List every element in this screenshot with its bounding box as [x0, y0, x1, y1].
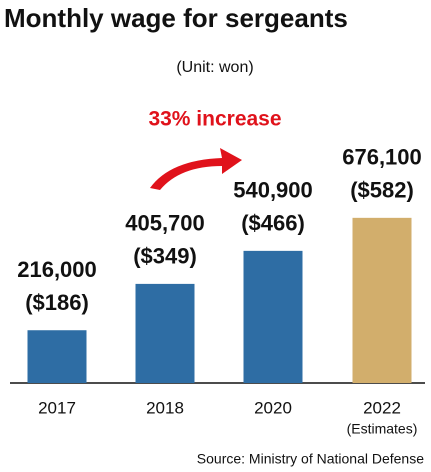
x-tick-label: 2018: [146, 398, 184, 417]
usd-label: ($186): [25, 290, 89, 315]
bar: [27, 330, 87, 383]
annotation: 33% increase: [148, 108, 281, 131]
value-label: 405,700: [125, 211, 205, 236]
x-tick-label: 2020: [254, 398, 292, 417]
x-tick-label: 2017: [38, 398, 76, 417]
usd-label: ($349): [133, 244, 197, 269]
value-label: 540,900: [233, 178, 313, 203]
usd-label: ($582): [350, 178, 414, 203]
usd-label: ($466): [241, 211, 305, 236]
value-label: 676,100: [342, 145, 422, 170]
bar: [243, 250, 303, 383]
category-note: (Estimates): [347, 421, 418, 437]
source: Source: Ministry of National Defense: [197, 451, 424, 467]
increase-arrow: [150, 148, 242, 190]
x-tick-label: 2022: [363, 398, 401, 417]
bar: [135, 283, 195, 383]
bar: [352, 217, 412, 383]
chart-subtitle: (Unit: won): [176, 59, 253, 76]
chart-title: Monthly wage for sergeants: [4, 3, 348, 33]
value-label: 216,000: [17, 257, 97, 282]
